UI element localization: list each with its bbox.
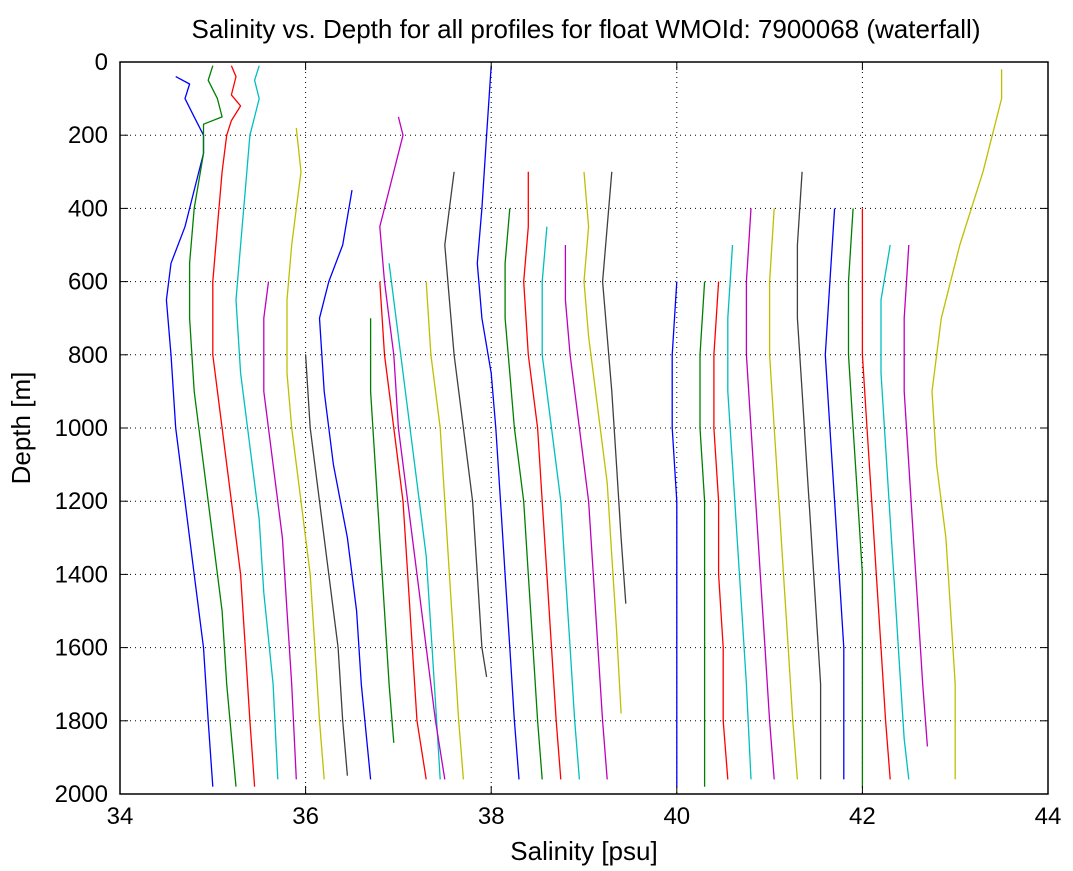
profile-line [212,65,256,787]
profile-line [699,281,706,787]
y-tick-label: 1200 [55,488,108,515]
profile-line [796,171,822,780]
profile-line [847,208,864,787]
y-tick-label: 1000 [55,415,108,442]
profile-line [379,116,446,780]
profile-line [903,244,929,747]
profile-line [304,354,349,776]
y-tick-label: 800 [68,342,108,369]
profile-line [369,318,395,743]
y-tick-label: 600 [68,269,108,296]
profile-line [824,208,845,780]
profile-series [165,65,1003,787]
profile-line [713,281,729,780]
profile-line [745,208,775,780]
y-tick-label: 0 [95,49,108,76]
profile-line [601,171,627,604]
x-tick-label: 44 [1035,803,1062,830]
profile-line [931,69,1003,780]
profile-line [425,281,465,780]
profile-line [583,171,622,714]
profile-line [263,281,297,780]
profile-line [671,281,678,787]
y-tick-label: 1800 [55,708,108,735]
profile-line [768,208,799,780]
profile-line [727,244,752,780]
profile-line [564,245,608,780]
profile-line [444,171,488,678]
axis-ticks: 34 36 38 40 42 44 0 200 400 600 800 1000 1200 1400 160… [55,49,1062,830]
x-tick-label: 34 [107,803,134,830]
y-tick-label: 1400 [55,561,108,588]
profile-line [235,65,279,780]
profile-line [476,65,520,780]
profile-line [318,189,372,780]
profile-line [861,208,891,780]
x-tick-label: 40 [663,803,690,830]
y-axis-label: Depth [m] [6,372,36,485]
profile-line [188,65,237,787]
profile-line [286,127,325,780]
profile-line [523,171,562,780]
profile-line [541,226,581,780]
chart-title: Salinity vs. Depth for all profiles for … [192,14,981,44]
y-tick-label: 200 [68,122,108,149]
profile-line [388,263,441,780]
x-axis-label: Salinity [psu] [510,836,657,866]
x-tick-label: 42 [849,803,876,830]
profile-line [880,244,910,780]
y-tick-label: 400 [68,195,108,222]
x-tick-label: 38 [478,803,505,830]
x-tick-label: 36 [292,803,319,830]
y-tick-label: 2000 [55,781,108,808]
profile-line [504,208,543,780]
y-tick-label: 1600 [55,635,108,662]
profile-line [379,281,427,780]
profile-line [165,76,214,787]
